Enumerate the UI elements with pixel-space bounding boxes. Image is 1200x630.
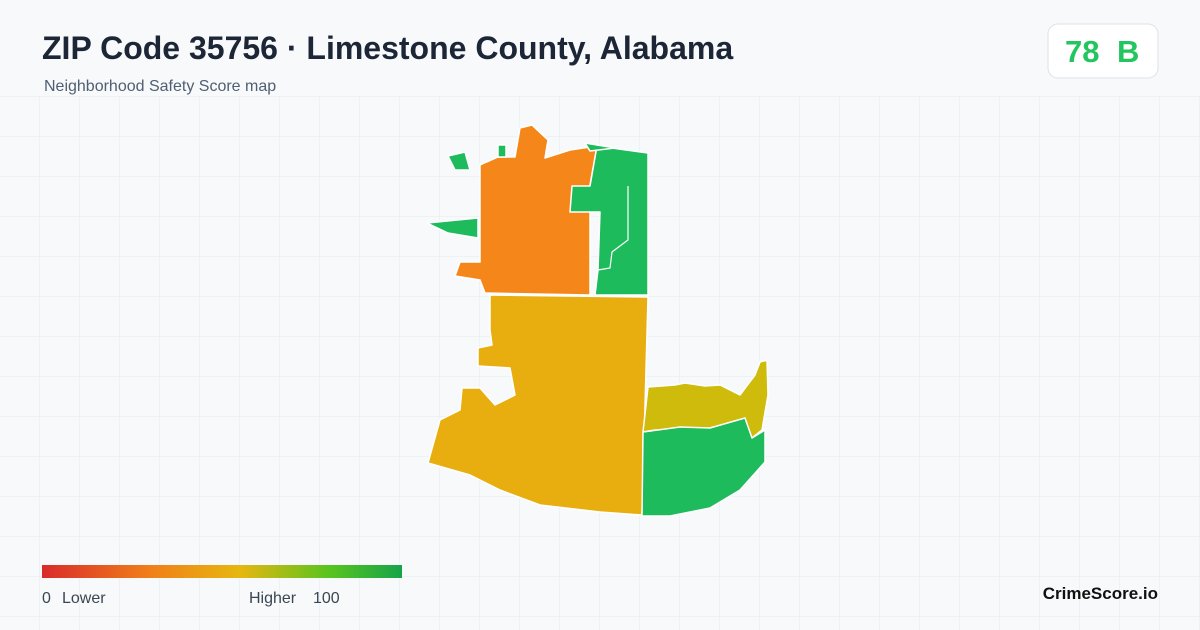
region [427,294,649,516]
title: ZIP Code 35756 · Limestone County, Alaba… [42,30,733,66]
region-border [597,186,629,271]
score-grade: B [1117,34,1139,69]
legend-max-label: Higher [249,590,297,607]
region [447,151,471,171]
region [584,142,616,152]
map [426,124,769,517]
brand: CrimeScore.io [1043,584,1158,603]
legend-min-label: Lower [62,590,106,607]
region [426,217,479,239]
legend-min: 0 [42,590,51,607]
region [497,144,507,158]
region [641,417,766,517]
legend-scale [42,565,402,578]
score-value: 78 [1065,34,1099,69]
subtitle: Neighborhood Safety Score map [44,78,276,95]
legend-max: 100 [313,590,340,607]
score-badge [1047,23,1159,79]
region [569,145,649,296]
